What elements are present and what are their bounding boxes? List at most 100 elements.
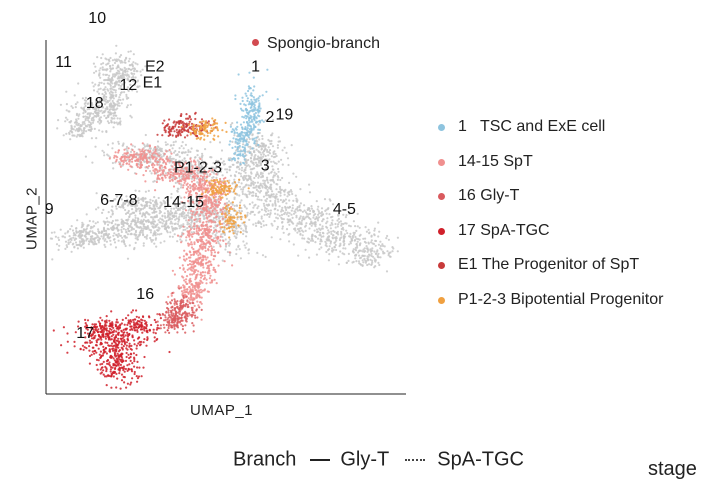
cell-point — [228, 236, 231, 239]
cell-point — [85, 227, 88, 230]
cell-point — [245, 94, 248, 97]
cell-point — [373, 227, 376, 230]
cell-point — [205, 228, 209, 231]
cell-point — [188, 238, 192, 241]
cell-point — [159, 241, 162, 244]
cell-point — [339, 250, 342, 253]
cell-point — [187, 219, 190, 222]
cell-point — [164, 141, 167, 144]
cell-point — [140, 161, 143, 164]
cell-point — [122, 241, 126, 244]
cell-point — [195, 137, 198, 140]
cell-point — [169, 150, 172, 153]
cell-point — [280, 158, 283, 161]
cell-point — [182, 208, 185, 211]
cell-point — [140, 164, 143, 167]
cell-point — [247, 158, 250, 162]
cell-point — [214, 203, 217, 206]
cell-point — [138, 231, 141, 234]
cell-point — [171, 147, 174, 150]
cell-point — [178, 132, 182, 135]
cell-point — [81, 239, 84, 243]
cell-point — [330, 216, 333, 219]
cell-point — [275, 162, 278, 165]
cell-point — [151, 164, 154, 167]
cell-point — [121, 72, 124, 76]
cell-point — [259, 107, 262, 110]
cell-point — [196, 159, 199, 162]
cell-point — [272, 156, 276, 159]
cell-point — [292, 212, 296, 215]
cell-point — [104, 238, 107, 241]
cell-point — [248, 100, 251, 104]
cell-point — [271, 224, 274, 227]
cell-point — [321, 225, 324, 228]
cell-point — [173, 200, 176, 203]
cell-point — [249, 109, 252, 112]
cell-point — [210, 206, 213, 209]
cell-point — [236, 125, 239, 128]
cell-point — [342, 244, 345, 247]
cell-point — [203, 138, 206, 141]
cell-point — [277, 136, 280, 139]
cell-point — [352, 220, 355, 223]
cell-point — [228, 159, 231, 162]
cell-point — [168, 159, 171, 162]
cell-point — [162, 172, 165, 175]
cell-point — [82, 242, 85, 245]
cell-point — [93, 232, 96, 235]
cell-point — [153, 201, 157, 204]
cell-point — [191, 175, 194, 179]
cell-point — [325, 212, 328, 215]
cell-point — [109, 239, 112, 242]
cell-point — [224, 202, 227, 205]
cell-point — [105, 229, 108, 232]
cell-point — [127, 60, 130, 63]
cell-point — [178, 215, 181, 218]
cell-point — [188, 120, 191, 123]
cell-point — [203, 195, 206, 198]
cell-point — [253, 104, 256, 107]
cell-point — [195, 295, 198, 298]
cell-point — [182, 225, 185, 228]
cell-point — [246, 99, 249, 102]
cell-point — [70, 127, 73, 130]
cell-point — [236, 230, 239, 233]
cell-point — [262, 145, 265, 148]
cell-point — [206, 131, 209, 135]
cell-point — [199, 207, 202, 210]
cell-point — [331, 249, 334, 252]
cell-point — [204, 200, 207, 203]
cell-point — [187, 149, 190, 152]
cell-point — [308, 191, 312, 194]
cell-point — [117, 58, 120, 61]
cell-point — [255, 136, 258, 139]
cell-point — [197, 124, 200, 127]
cell-point — [175, 128, 178, 131]
cell-point — [124, 208, 127, 212]
cell-point — [89, 227, 92, 230]
cell-point — [89, 237, 92, 241]
cell-point — [290, 213, 293, 216]
cell-point — [198, 178, 201, 181]
cell-point — [220, 167, 223, 170]
cell-point — [188, 202, 191, 205]
cell-point — [281, 201, 284, 204]
cell-point — [181, 201, 184, 204]
cell-point — [318, 227, 321, 230]
cell-point — [193, 222, 196, 225]
cell-point — [215, 165, 218, 168]
cell-point — [207, 200, 210, 203]
cell-point — [118, 84, 121, 87]
cell-point — [258, 138, 261, 141]
cell-point — [277, 160, 280, 163]
cell-point — [157, 146, 160, 149]
cell-point — [386, 234, 389, 238]
cell-point — [143, 149, 146, 152]
cell-point — [392, 247, 395, 250]
cell-point — [181, 141, 184, 144]
cell-point — [268, 196, 271, 199]
cell-point — [195, 291, 198, 294]
cell-point — [189, 118, 193, 121]
cell-point — [119, 61, 122, 64]
